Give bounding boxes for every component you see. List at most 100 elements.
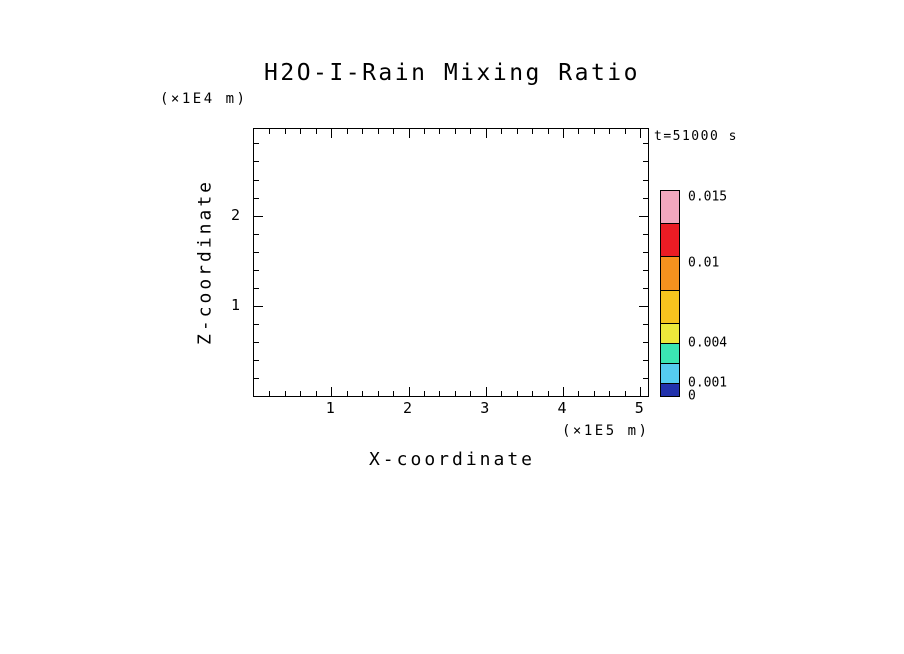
x-major-tick — [485, 129, 487, 138]
colorbar-tick-label: 0.015 — [688, 189, 728, 205]
y-tick-label: 1 — [230, 295, 240, 314]
x-axis-title: X-coordinate — [368, 449, 536, 470]
x-minor-tick — [377, 391, 379, 396]
x-minor-tick — [269, 129, 271, 134]
y-minor-tick — [254, 233, 259, 235]
chart-title: H2O-I-Rain Mixing Ratio — [264, 60, 640, 86]
y-minor-tick — [254, 323, 259, 325]
plot-area — [253, 128, 649, 397]
x-minor-tick — [609, 391, 611, 396]
x-minor-tick — [284, 129, 286, 134]
x-minor-tick — [423, 129, 425, 134]
x-tick-label: 2 — [402, 399, 413, 417]
x-minor-tick — [393, 129, 395, 134]
x-tick-label: 1 — [325, 399, 335, 417]
y-minor-tick — [254, 377, 259, 379]
colorbar-tick-label: 0.001 — [688, 375, 728, 391]
y-tick-label: 2 — [230, 205, 240, 224]
y-minor-tick — [643, 341, 648, 343]
x-major-tick — [563, 129, 565, 138]
x-tick-label: 4 — [557, 399, 567, 417]
colorbar-segments — [660, 190, 680, 397]
colorbar-tick-label: 0 — [688, 388, 696, 404]
x-major-tick — [485, 387, 487, 396]
x-minor-tick — [362, 129, 364, 134]
y-major-tick — [639, 215, 648, 217]
y-minor-tick — [254, 359, 259, 361]
y-minor-tick — [643, 323, 648, 325]
y-minor-tick — [643, 287, 648, 289]
x-minor-tick — [532, 391, 534, 396]
y-minor-tick — [643, 179, 648, 181]
y-minor-tick — [254, 251, 259, 253]
colorbar-labels: 0.015 0.01 0.004 0.001 0 — [660, 189, 800, 403]
y-minor-tick — [643, 359, 648, 361]
x-minor-tick — [315, 391, 317, 396]
colorbar-tick-label: 0.004 — [688, 335, 728, 351]
x-minor-tick — [362, 391, 364, 396]
y-minor-tick — [254, 341, 259, 343]
x-minor-tick — [300, 129, 302, 134]
y-minor-tick — [643, 233, 648, 235]
x-minor-tick — [516, 129, 518, 134]
x-minor-tick — [423, 391, 425, 396]
x-major-tick — [640, 129, 642, 138]
x-major-tick — [408, 387, 410, 396]
y-minor-tick — [254, 197, 259, 199]
x-minor-tick — [470, 129, 472, 134]
y-minor-tick — [643, 377, 648, 379]
x-minor-tick — [593, 391, 595, 396]
x-minor-tick — [609, 129, 611, 134]
x-minor-tick — [346, 391, 348, 396]
colorbar: 0.015 0.01 0.004 0.001 0 — [660, 189, 800, 404]
x-minor-tick — [454, 129, 456, 134]
y-minor-tick — [254, 179, 259, 181]
y-minor-tick — [254, 269, 259, 271]
x-minor-tick — [547, 391, 549, 396]
x-minor-tick — [501, 391, 503, 396]
x-axis-units-label: (×1E5 m) — [562, 423, 650, 439]
x-minor-tick — [269, 391, 271, 396]
y-minor-tick — [643, 197, 648, 199]
x-minor-tick — [439, 391, 441, 396]
y-major-tick — [254, 305, 263, 307]
x-minor-tick — [315, 129, 317, 134]
x-minor-tick — [624, 391, 626, 396]
x-major-tick — [331, 129, 333, 138]
x-major-tick — [563, 387, 565, 396]
x-minor-tick — [439, 129, 441, 134]
y-minor-tick — [643, 269, 648, 271]
x-minor-tick — [346, 129, 348, 134]
x-minor-tick — [393, 391, 395, 396]
x-minor-tick — [300, 391, 302, 396]
x-minor-tick — [578, 391, 580, 396]
time-annotation: t=51000 s — [654, 129, 738, 144]
y-major-tick — [254, 215, 263, 217]
colorbar-segment — [660, 190, 680, 225]
x-tick-label: 5 — [634, 399, 644, 417]
x-minor-tick — [624, 129, 626, 134]
x-minor-tick — [516, 391, 518, 396]
x-minor-tick — [454, 391, 456, 396]
y-minor-tick — [643, 143, 648, 145]
y-axis-units-label: (×1E4 m) — [160, 91, 248, 107]
colorbar-tick-label: 0.01 — [688, 255, 720, 271]
y-major-tick — [639, 305, 648, 307]
y-minor-tick — [254, 161, 259, 163]
x-minor-tick — [377, 129, 379, 134]
x-minor-tick — [284, 391, 286, 396]
y-minor-tick — [254, 287, 259, 289]
x-minor-tick — [470, 391, 472, 396]
x-major-tick — [640, 387, 642, 396]
x-minor-tick — [532, 129, 534, 134]
x-major-tick — [331, 387, 333, 396]
x-minor-tick — [501, 129, 503, 134]
x-minor-tick — [578, 129, 580, 134]
x-major-tick — [408, 129, 410, 138]
x-minor-tick — [593, 129, 595, 134]
y-axis-title: Z-coordinate — [194, 178, 216, 346]
y-minor-tick — [254, 143, 259, 145]
x-minor-tick — [547, 129, 549, 134]
y-minor-tick — [643, 251, 648, 253]
